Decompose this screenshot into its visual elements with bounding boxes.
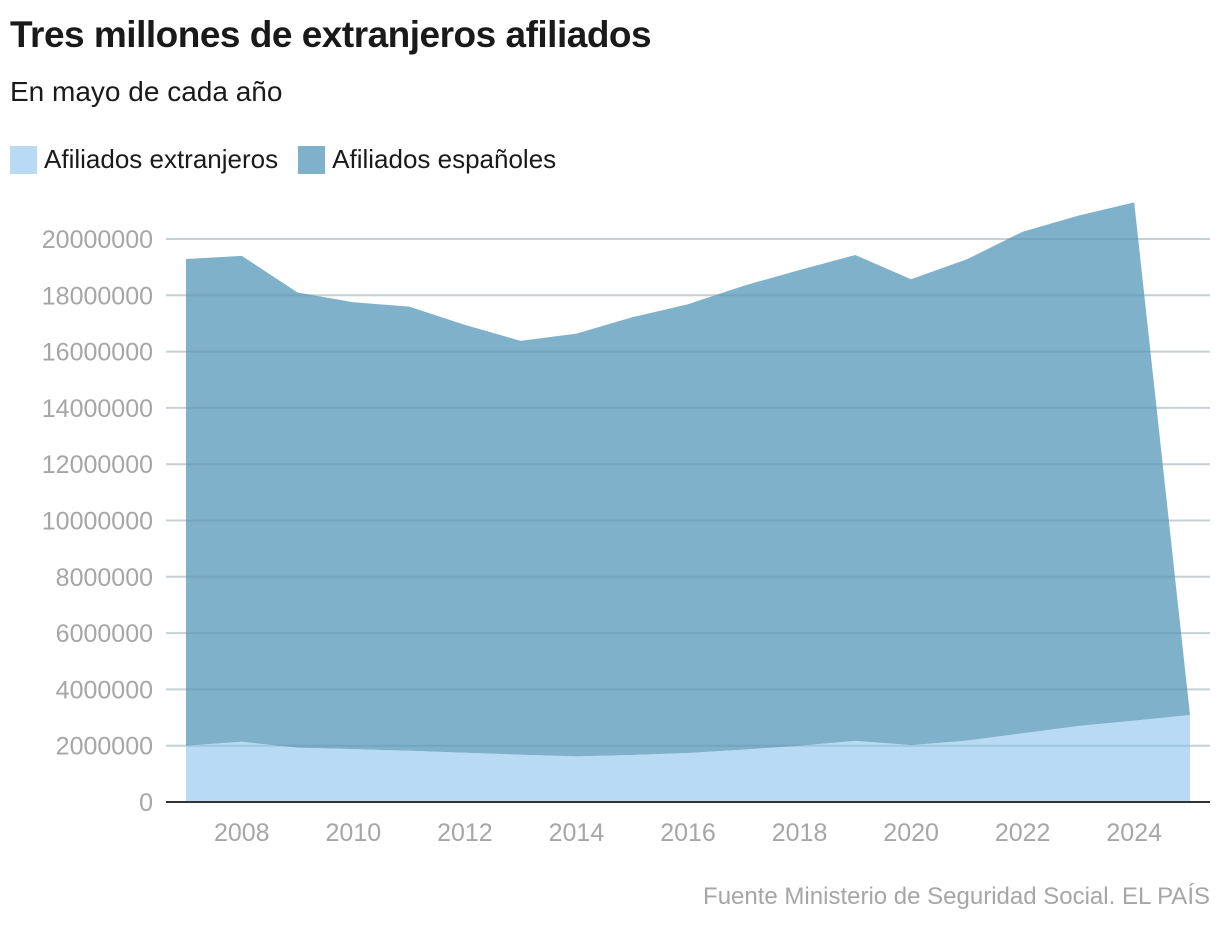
- chart-subtitle: En mayo de cada año: [10, 76, 283, 107]
- y-tick-label: 18000000: [42, 282, 153, 310]
- x-tick-label: 2020: [883, 819, 939, 847]
- x-tick-label: 2014: [549, 819, 605, 847]
- y-tick-label: 12000000: [42, 451, 153, 479]
- x-tick-label: 2016: [660, 819, 716, 847]
- area-espanoles: [186, 202, 1190, 757]
- legend: Afiliados extranjeros Afiliados españole…: [10, 144, 576, 175]
- x-tick-label: 2022: [995, 819, 1051, 847]
- legend-label-espanoles: Afiliados españoles: [332, 144, 557, 174]
- y-tick-label: 14000000: [42, 395, 153, 423]
- chart-title: Tres millones de extranjeros afiliados: [10, 14, 652, 55]
- y-tick-label: 16000000: [42, 339, 153, 367]
- y-tick-label: 2000000: [56, 733, 153, 761]
- source-note: Fuente Ministerio de Seguridad Social. E…: [703, 883, 1210, 910]
- area-extranjeros: [186, 715, 1190, 802]
- areas: [186, 202, 1190, 802]
- x-tick-label: 2024: [1106, 819, 1162, 847]
- x-tick-label: 2008: [214, 819, 270, 847]
- x-axis: 2008 2010 2012 2014 2016 2018 2020 2022 2024: [214, 819, 1162, 847]
- legend-item-espanoles: Afiliados españoles: [298, 144, 556, 175]
- y-tick-label: 20000000: [42, 226, 153, 254]
- legend-item-extranjeros: Afiliados extranjeros: [10, 144, 278, 175]
- x-tick-label: 2010: [326, 819, 382, 847]
- y-tick-label: 4000000: [56, 676, 153, 704]
- y-axis: 0 2000000 4000000 6000000 8000000 10000000 120…: [42, 226, 153, 817]
- y-tick-label: 10000000: [42, 508, 153, 536]
- legend-swatch-extranjeros: [10, 145, 37, 174]
- y-tick-label: 6000000: [56, 620, 153, 648]
- y-tick-label: 8000000: [56, 564, 153, 592]
- legend-label-extranjeros: Afiliados extranjeros: [44, 144, 279, 174]
- gridlines-overlay: [166, 238, 1210, 747]
- y-tick-label: 0: [139, 789, 153, 817]
- x-tick-label: 2018: [772, 819, 828, 847]
- x-tick-label: 2012: [437, 819, 493, 847]
- legend-swatch-espanoles: [298, 145, 326, 174]
